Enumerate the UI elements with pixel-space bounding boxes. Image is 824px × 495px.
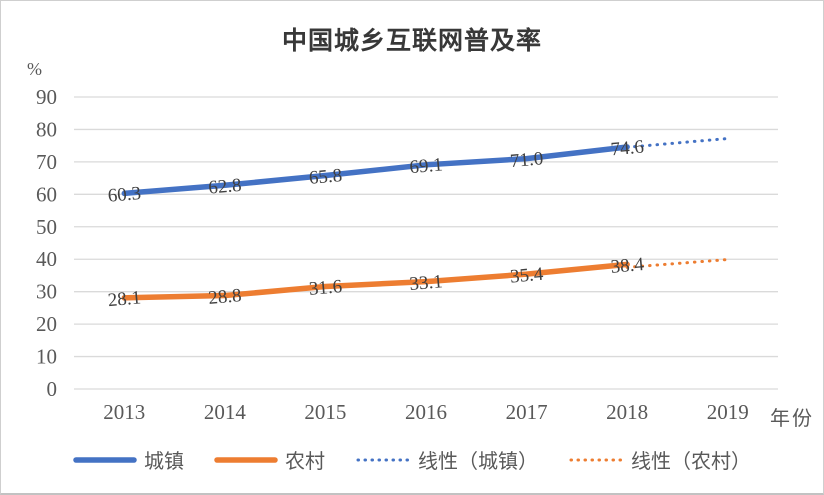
y-tick-label-0: 0 [47, 377, 58, 401]
legend-label-trend-urban: 线性（城镇） [418, 451, 538, 473]
x-axis-unit-label: 年份 [770, 408, 814, 430]
y-tick-label-10: 10 [36, 345, 57, 369]
line-chart-plot-area: 0 10 20 30 40 50 60 70 80 90 2013 2014 2015 2016 2017 2… [36, 85, 778, 424]
data-label-urban-2015: 65.8 [308, 165, 343, 189]
legend-label-urban: 城镇 [144, 451, 184, 473]
legend-dotted-swatch-trend-urban-icon [356, 458, 410, 461]
y-axis-unit-label: % [27, 59, 42, 79]
legend-item-trend-rural: 线性（农村） [568, 445, 751, 474]
data-label-urban-2013: 60.3 [107, 183, 142, 207]
x-tick-label-2014: 2014 [204, 400, 247, 424]
y-tick-label-60: 60 [36, 182, 57, 206]
series-trendline-trend-rural [625, 258, 730, 269]
legend-item-rural: 农村 [214, 445, 325, 474]
x-tick-label-2019: 2019 [707, 400, 749, 424]
legend-label-rural: 农村 [285, 451, 325, 473]
series-line-urban [121, 144, 630, 197]
y-tick-label-20: 20 [36, 312, 57, 336]
legend-label-trend-rural: 线性（农村） [631, 451, 751, 473]
data-label-rural-2014: 28.8 [208, 285, 243, 309]
data-label-rural-2015: 31.6 [308, 276, 343, 300]
data-label-urban-2018: 74.6 [610, 137, 645, 161]
y-tick-label-30: 30 [36, 280, 57, 304]
y-tick-label-70: 70 [36, 150, 57, 174]
legend-item-trend-urban: 线性（城镇） [355, 445, 538, 474]
y-tick-label-90: 90 [36, 85, 57, 109]
data-label-rural-2013: 28.1 [107, 287, 142, 311]
series-line-rural [121, 261, 630, 301]
data-label-urban-2016: 69.1 [409, 154, 444, 178]
x-tick-label-2013: 2013 [103, 400, 145, 424]
legend-line-swatch-urban-icon [73, 456, 137, 463]
data-label-urban-2017: 71.0 [509, 148, 544, 172]
legend-dotted-swatch-trend-rural-icon [569, 458, 623, 461]
x-tick-label-2016: 2016 [405, 400, 447, 424]
data-label-rural-2017: 35.4 [509, 264, 544, 288]
x-tick-label-2018: 2018 [606, 400, 648, 424]
x-tick-label-2017: 2017 [506, 400, 548, 424]
x-tick-label-2015: 2015 [304, 400, 346, 424]
legend-item-urban: 城镇 [73, 445, 184, 474]
data-label-urban-2014: 62.8 [208, 175, 243, 199]
y-tick-label-50: 50 [36, 215, 57, 239]
y-tick-label-80: 80 [36, 117, 57, 141]
legend-line-swatch-rural-icon [214, 456, 278, 463]
y-tick-label-40: 40 [36, 247, 57, 271]
series-trendline-trend-urban [625, 137, 730, 149]
data-label-rural-2016: 33.1 [409, 271, 444, 295]
chart-legend: 城镇 农村 线性（城镇） 线性（农村） [1, 445, 823, 474]
chart-title: 中国城乡互联网普及率 [281, 28, 542, 55]
data-label-rural-2018: 38.4 [610, 254, 645, 278]
